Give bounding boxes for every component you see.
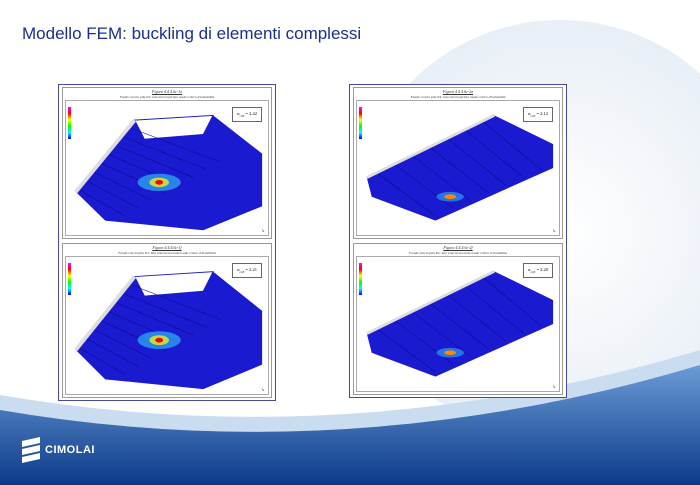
- fem-plot: αcr,E = 2.20 ↳: [356, 256, 560, 392]
- color-legend: [68, 103, 98, 139]
- color-legend: [68, 259, 98, 295]
- fem-mesh: [366, 270, 554, 377]
- critical-load-multiplier: αcr,E = 2.21: [232, 263, 262, 278]
- figure-subcaption: Fondo concio pila P4: lato esterno/primo…: [410, 95, 506, 99]
- alpha-symbol: α: [237, 267, 240, 272]
- alpha-subscript: cr,E: [239, 113, 245, 118]
- cimolai-logo-icon: [22, 437, 40, 463]
- axes-triad-icon: ↳: [552, 384, 556, 389]
- fem-plot: αcr,E = 2.12 ↳: [356, 100, 560, 236]
- figure-panel: Figura 4.4.4.6c-2a Fondo concio pila P4:…: [353, 87, 563, 239]
- cimolai-logo: CIMOLAI: [20, 437, 95, 463]
- figure-column-right: Figura 4.4.4.6c-2a Fondo concio pila P4:…: [349, 84, 567, 398]
- figure-panel: Figura 4.4.4.6c-2f Fondo concio pila P4:…: [353, 243, 563, 395]
- axes-triad-icon: ↳: [261, 228, 265, 233]
- color-legend: [359, 103, 389, 139]
- figure-caption: Figura 4.4.4.6c-2a: [442, 89, 474, 94]
- figure-caption: Figura 4.4.4.6c-2f: [443, 245, 473, 250]
- alpha-value: = 2.42: [245, 111, 257, 116]
- alpha-subscript: cr,E: [530, 113, 536, 118]
- alpha-value: = 2.21: [245, 267, 257, 272]
- figure-panel: Figura 4.4.4.6c-1a Fondo concio pila P4:…: [62, 87, 272, 239]
- figure-subcaption: Fondo concio pila P4: lato interno/secon…: [118, 251, 216, 255]
- fem-mesh: [74, 114, 263, 231]
- fem-mesh: [74, 271, 263, 390]
- alpha-subscript: cr,E: [239, 269, 245, 274]
- logo-text: CIMOLAI: [45, 444, 95, 456]
- alpha-subscript: cr,E: [530, 269, 536, 274]
- alpha-value: = 2.20: [536, 267, 548, 272]
- figure-subcaption: Fondo concio pila P4: lato esterno/secon…: [409, 251, 507, 255]
- color-legend: [359, 259, 389, 295]
- figure-column-left: Figura 4.4.4.6c-1a Fondo concio pila P4:…: [58, 84, 276, 401]
- fem-mesh: [366, 114, 554, 221]
- figure-caption: Figura 4.4.4.6c-1a: [151, 89, 183, 94]
- axes-triad-icon: ↳: [552, 228, 556, 233]
- fem-plot: αcr,E = 2.21 ↳: [65, 256, 269, 395]
- critical-load-multiplier: αcr,E = 2.20: [523, 263, 553, 278]
- alpha-symbol: α: [528, 111, 531, 116]
- alpha-symbol: α: [528, 267, 531, 272]
- figure-subcaption: Fondo concio pila P4: lato interno/primo…: [119, 95, 215, 99]
- alpha-value: = 2.12: [536, 111, 548, 116]
- critical-load-multiplier: αcr,E = 2.42: [232, 107, 262, 122]
- critical-load-multiplier: αcr,E = 2.12: [523, 107, 553, 122]
- fem-plot: αcr,E = 2.42 ↳: [65, 100, 269, 236]
- alpha-symbol: α: [237, 111, 240, 116]
- figure-panel: Figura 4.4.4.6c-1f Fondo concio pila P4:…: [62, 243, 272, 398]
- figure-caption: Figura 4.4.4.6c-1f: [152, 245, 182, 250]
- axes-triad-icon: ↳: [261, 387, 265, 392]
- slide-title: Modello FEM: buckling di elementi comple…: [22, 24, 362, 43]
